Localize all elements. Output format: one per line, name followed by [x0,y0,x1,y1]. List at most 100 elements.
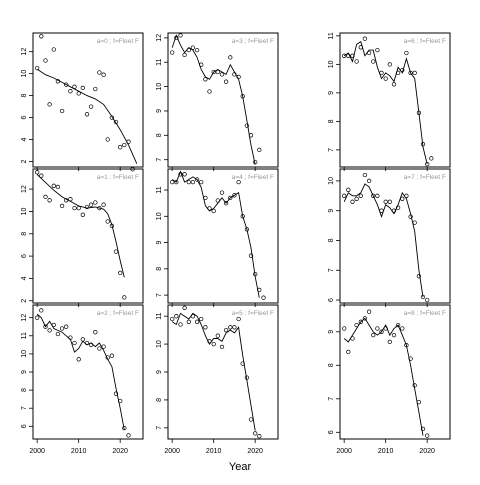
data-point [253,159,258,165]
y-tick-label: 6 [328,430,335,434]
fit-line [36,174,125,278]
data-point [101,344,106,349]
data-point [105,219,110,224]
data-point [39,173,44,178]
data-point [122,425,127,431]
data-point [416,274,422,279]
x-tick-label: 2000 [29,448,45,455]
data-point [354,59,359,64]
data-point [362,172,368,178]
data-point [244,375,250,380]
data-point [358,319,363,324]
data-point [109,353,115,358]
data-point [76,357,81,362]
panel-label: a=8 ; f=Fleet F [404,310,446,317]
data-point [236,179,241,185]
y-tick-label: 8 [21,388,28,392]
data-point [178,33,183,38]
panel-frame [339,168,451,304]
data-point [76,91,81,96]
data-point [375,193,380,198]
y-tick-label: 11 [21,332,28,339]
data-point [203,77,208,82]
data-point [199,179,204,185]
data-point [68,335,73,340]
data-point [400,67,405,73]
data-point [97,70,102,75]
panel-frame [167,168,279,304]
data-point [68,89,73,94]
data-point [43,194,48,200]
data-point [257,434,262,439]
data-point [371,59,376,64]
data-point [362,36,368,41]
data-point [236,316,241,322]
data-point [387,62,392,67]
data-point [182,172,187,177]
data-point [404,343,409,348]
data-point [211,341,216,347]
panel-frame [32,168,144,304]
data-point [408,70,413,76]
y-tick-label: 9 [328,209,335,213]
data-point [80,85,85,91]
data-point [240,361,245,366]
data-point [248,253,254,258]
y-tick-label: 12 [156,34,163,42]
y-tick-label: 2 [21,159,28,163]
data-point [387,199,392,204]
fit-line [171,312,256,431]
data-point [122,142,127,148]
panel-label: a=1 ; f=Fleet F [97,174,139,181]
data-point [109,223,115,229]
data-point [93,200,98,205]
y-tick-label: 10 [21,70,28,78]
data-point [199,316,204,322]
panel: 7 8 9 10 11 2000 2010 2020 a=5 ; f=Fleet F [156,304,279,455]
data-point [366,50,372,56]
data-point [223,327,229,333]
data-point [118,398,123,404]
data-point [178,172,183,177]
panel: 7 8 9 10 11 a=4 ; f=Fleet F [156,168,279,307]
data-point [39,308,44,313]
y-tick-label: 7 [156,426,163,430]
y-tick-label: 11 [156,186,163,193]
x-tick-label: 2020 [247,448,263,455]
data-point [366,309,372,314]
data-point [76,205,81,211]
data-point [51,47,56,52]
panel-frame [32,32,144,168]
data-point [253,271,258,277]
y-tick-label: 8 [156,133,163,137]
data-point [170,316,175,322]
data-point [47,198,52,203]
data-point [101,202,106,207]
y-tick-label: 8 [328,119,335,123]
y-tick-label: 12 [21,185,28,193]
data-point [203,195,208,201]
data-point [64,82,69,87]
fit-line [343,317,424,436]
y-tick-label: 9 [21,370,28,374]
x-tick-label: 2010 [71,448,87,455]
x-tick-label: 2000 [336,448,352,455]
data-point [248,133,254,138]
panel: 7 8 9 10 11 a=6 ; f=Fleet F [328,32,451,171]
data-point [64,324,69,329]
data-point [375,326,380,331]
data-point [371,193,376,198]
data-point [420,142,426,147]
panel: 7 8 9 10 11 12 a=3 ; f=Fleet F [156,32,279,171]
data-point [190,314,196,319]
data-point [244,227,250,232]
data-point [412,383,417,388]
data-point [404,50,409,56]
fit-line [36,68,138,164]
data-point [425,297,430,303]
data-point [350,336,355,341]
panel-frame [167,32,279,168]
data-point [113,391,119,396]
data-point [64,198,69,203]
y-tick-label: 4 [21,276,28,280]
